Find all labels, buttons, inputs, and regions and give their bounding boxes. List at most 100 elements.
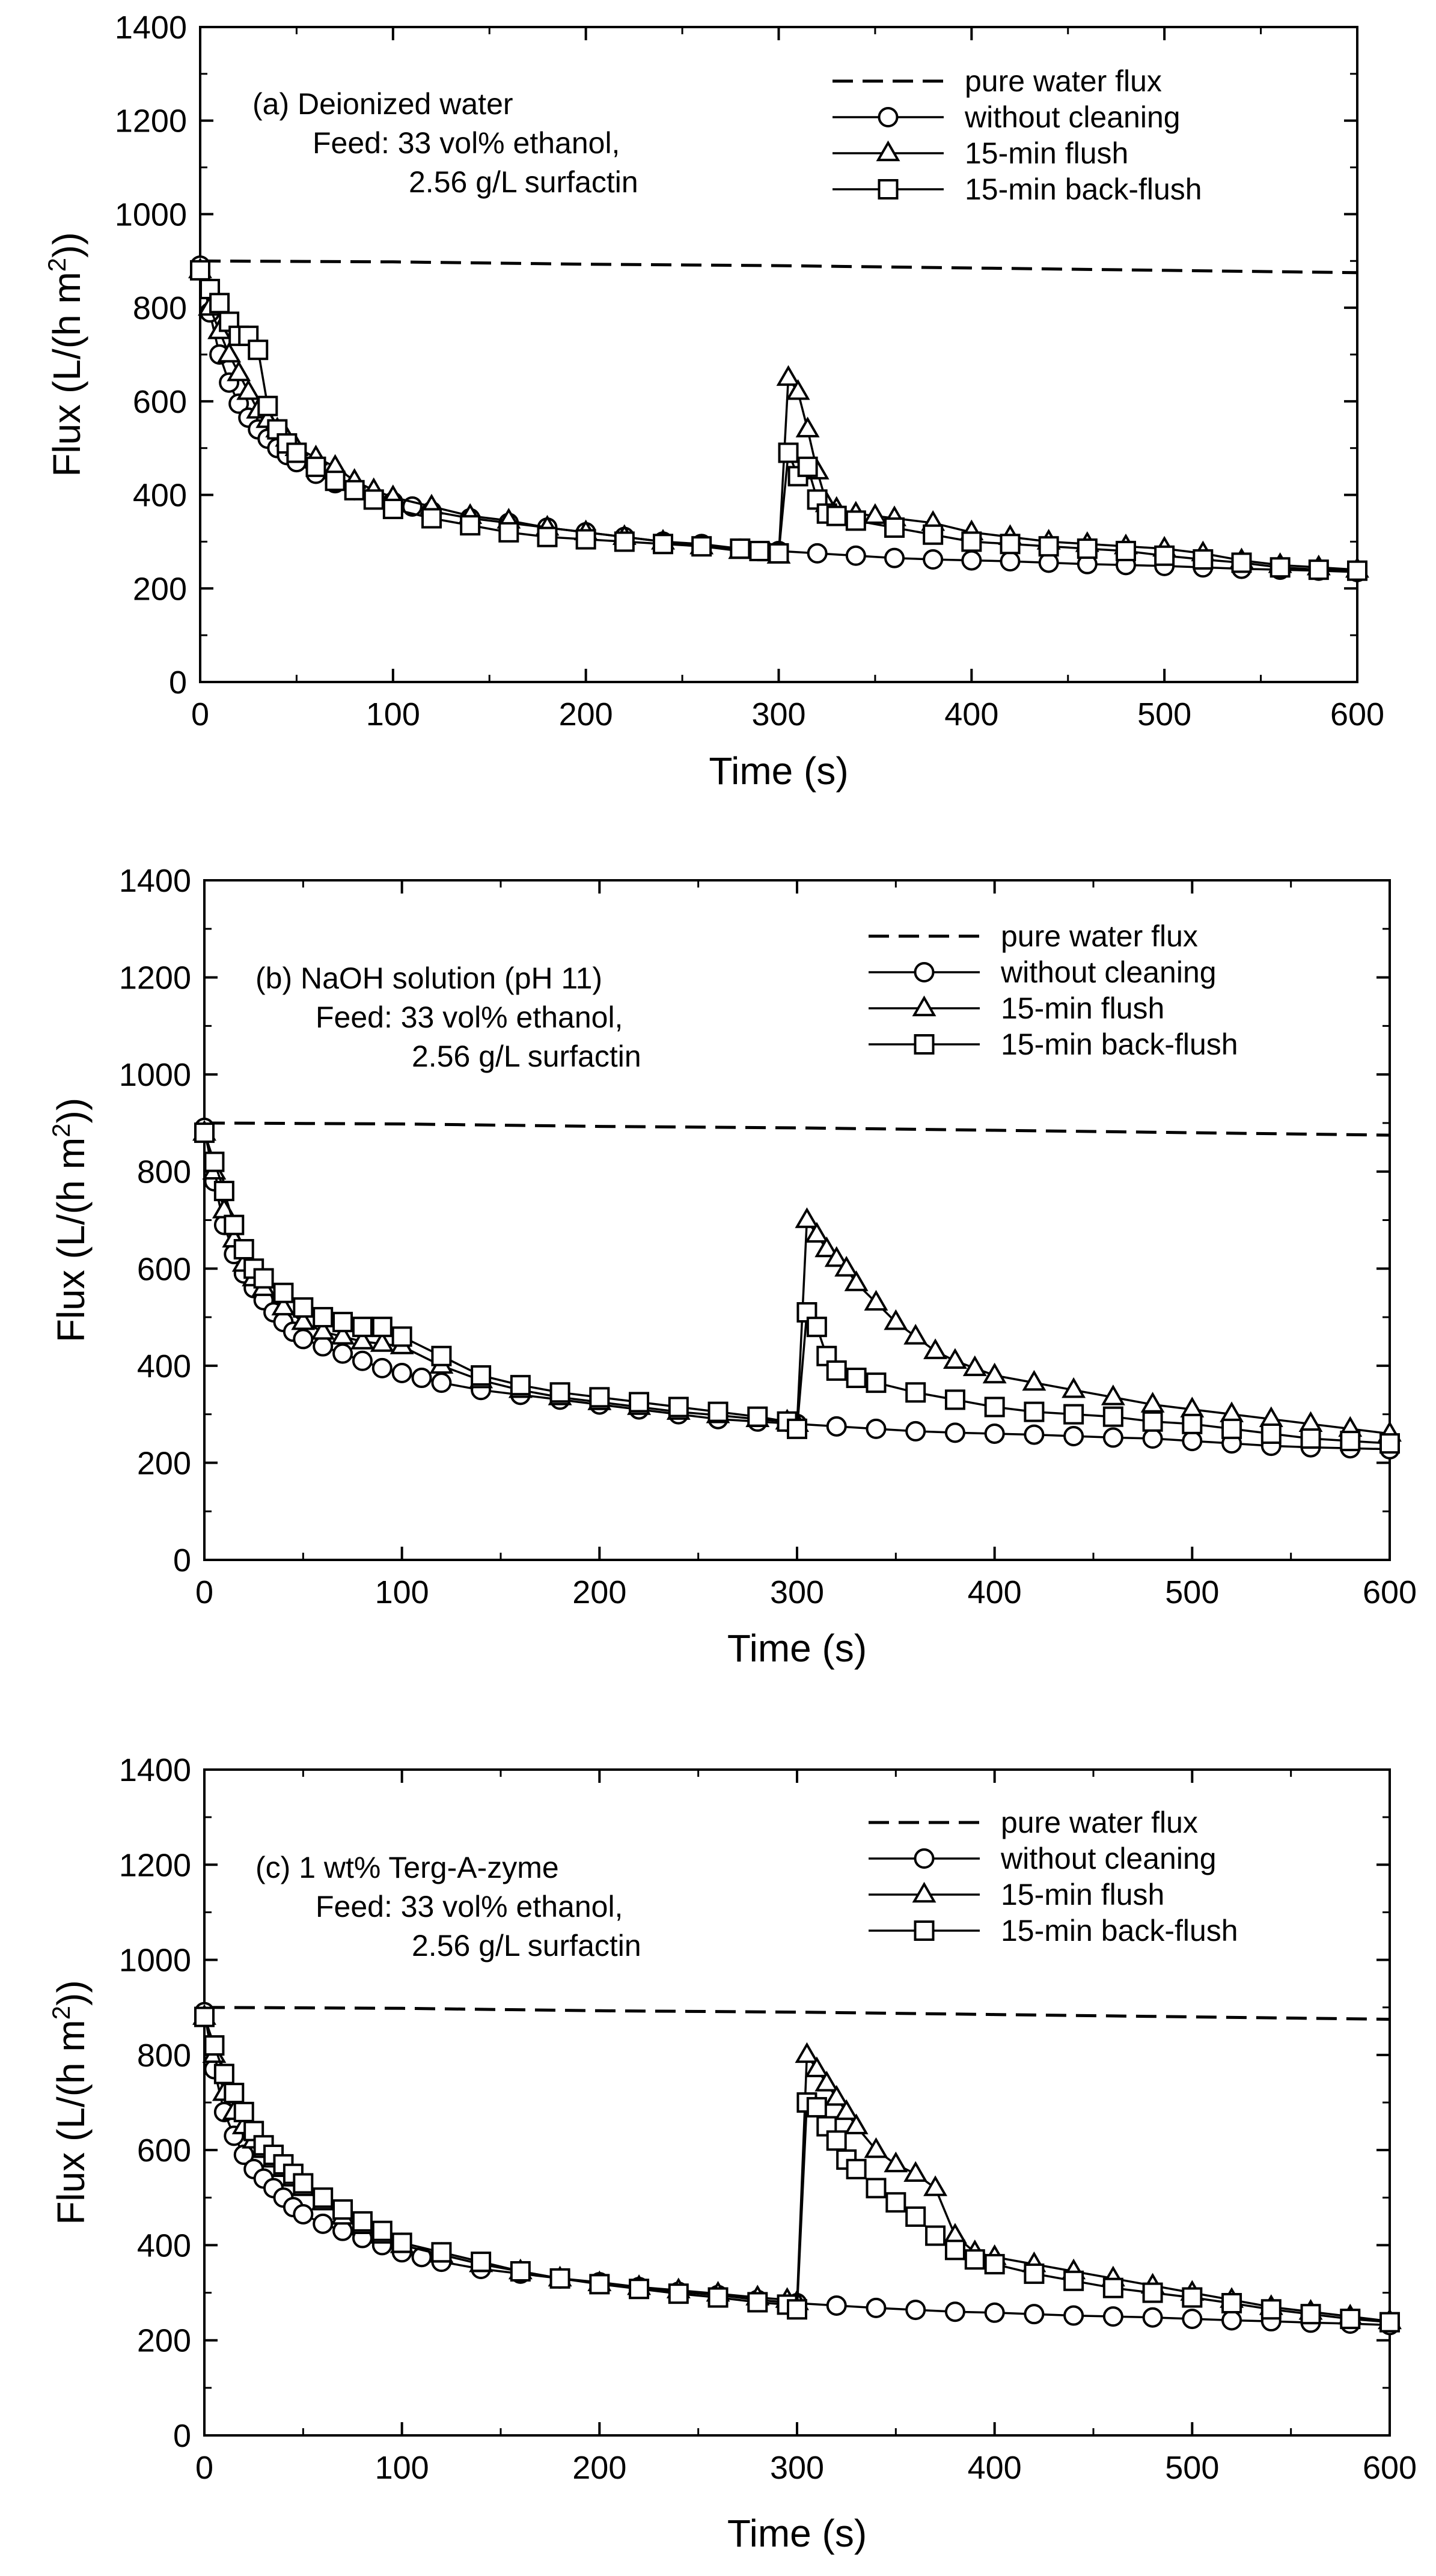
data-point-square-a	[884, 517, 905, 538]
data-point-triangle-b	[864, 1290, 888, 1311]
legend-marker-c-2	[912, 1881, 936, 1903]
legend-label-b-3: 15-min back-flush	[1001, 1028, 1238, 1061]
x-tick-label-b: 300	[770, 1574, 824, 1610]
data-point-square-c	[1024, 2263, 1045, 2284]
data-point-circle-b	[431, 1372, 452, 1393]
data-point-triangle-b	[1022, 1369, 1046, 1391]
legend-label-b-2: 15-min flush	[1001, 991, 1164, 1025]
data-point-square-a	[344, 480, 365, 501]
data-point-triangle-a	[863, 503, 887, 524]
x-axis-title-c: Time (s)	[727, 2512, 867, 2555]
data-point-circle-b	[352, 1350, 373, 1371]
data-point-square-b	[747, 1406, 768, 1427]
data-point-triangle-b	[804, 1222, 829, 1243]
data-point-circle-a	[807, 543, 828, 564]
x-tick-label-a: 0	[191, 696, 209, 732]
series-a-0	[200, 259, 1358, 275]
data-point-square-c	[984, 2254, 1005, 2275]
data-point-square-c	[885, 2192, 906, 2213]
series-line-b-2	[203, 1132, 1390, 1435]
y-tick-label-a: 400	[133, 478, 187, 514]
panel-c: 0 100 200 300 400 500 600 0 200 400 600 800 1000 1200…	[47, 1752, 1417, 2555]
data-point-square-b	[846, 1368, 867, 1389]
data-point-triangle-c	[795, 2042, 819, 2063]
y-tick-label-b: 400	[137, 1348, 191, 1384]
series-a-3	[190, 260, 1367, 581]
x-tick-label-a: 400	[944, 696, 998, 732]
data-point-square-a	[1077, 538, 1098, 559]
x-tick-label-a: 100	[366, 696, 420, 732]
series-b-2	[192, 1119, 1402, 1442]
legend-marker-a-1	[878, 107, 899, 127]
x-axis-title-a: Time (s)	[709, 749, 848, 793]
data-point-circle-a	[884, 547, 905, 568]
x-tick-label-c: 0	[195, 2450, 213, 2486]
x-tick-label-a: 300	[751, 696, 805, 732]
data-point-square-c	[471, 2252, 492, 2273]
legend-label-a-0: pure water flux	[965, 64, 1162, 98]
data-point-triangle-b	[331, 1324, 355, 1345]
y-tick-label-b: 200	[137, 1445, 191, 1481]
series-line-c-0	[204, 2006, 1390, 2021]
annotation-c-2: 2.56 g/L surfactin	[412, 1929, 641, 1962]
data-point-circle-b	[1142, 1428, 1163, 1449]
data-point-square-c	[293, 2173, 314, 2194]
series-line-a-1	[199, 265, 1358, 573]
data-point-triangle-b	[1062, 1377, 1086, 1398]
data-point-triangle-c	[923, 2175, 948, 2196]
data-point-triangle-b	[1101, 1384, 1125, 1405]
data-point-triangle-b	[834, 1256, 859, 1277]
data-point-square-c	[204, 2035, 225, 2056]
data-point-square-b	[233, 1238, 254, 1259]
data-point-square-c	[332, 2199, 353, 2220]
data-point-triangle-b	[903, 1324, 928, 1345]
data-point-triangle-a	[217, 341, 242, 363]
series-a-2	[188, 257, 1369, 578]
data-point-circle-a	[1000, 551, 1021, 572]
y-axis-title-main-c: Flux (L/(h m	[49, 2020, 93, 2224]
data-point-square-b	[787, 1418, 807, 1439]
data-point-circle-b	[826, 1416, 847, 1437]
data-point-square-c	[707, 2287, 729, 2308]
data-point-square-a	[460, 515, 481, 536]
y-tick-label-c: 1000	[119, 1943, 191, 1979]
data-point-square-b	[806, 1317, 827, 1338]
data-point-square-b	[431, 1345, 452, 1366]
data-point-square-b	[352, 1317, 373, 1338]
y-axis-title-sup-a: 2	[43, 258, 71, 272]
data-point-square-c	[866, 2178, 887, 2199]
legend-label-b-0: pure water flux	[1001, 919, 1198, 953]
data-point-square-c	[233, 2101, 254, 2122]
data-point-circle-c	[1182, 2309, 1203, 2330]
x-tick-label-c: 200	[572, 2450, 626, 2486]
y-tick-label-c: 200	[137, 2323, 191, 2359]
legend-label-a-3: 15-min back-flush	[965, 172, 1202, 206]
data-point-square-c	[1182, 2287, 1203, 2308]
data-point-square-a	[248, 340, 269, 361]
y-tick-label-a: 1400	[115, 10, 187, 46]
x-tick-label-a: 500	[1137, 696, 1191, 732]
x-axis-title-b: Time (s)	[727, 1627, 867, 1670]
panel-a: 0 100 200 300 400 500 600 0 200 400 600 800 1000 1200…	[43, 10, 1384, 793]
data-point-triangle-b	[982, 1362, 1007, 1384]
data-point-triangle-b	[291, 1309, 316, 1330]
annotation-a-0: (a) Deionized water	[252, 87, 513, 121]
data-point-square-a	[653, 534, 673, 555]
series-line-a-0	[200, 259, 1358, 275]
annotation-b-2: 2.56 g/L surfactin	[412, 1040, 641, 1073]
data-point-square-c	[925, 2225, 946, 2246]
data-point-triangle-c	[824, 2084, 849, 2106]
data-point-square-a	[1116, 541, 1136, 561]
annotation-c-0: (c) 1 wt% Terg-A-zyme	[255, 1851, 559, 1884]
data-point-square-c	[194, 2006, 215, 2027]
plot-frame-a	[199, 26, 1358, 683]
data-point-square-b	[204, 1151, 225, 1172]
data-point-square-b	[1102, 1406, 1123, 1427]
data-point-circle-a	[845, 545, 866, 566]
data-point-square-c	[371, 2220, 393, 2241]
data-point-circle-b	[391, 1362, 412, 1383]
data-point-square-a	[778, 442, 799, 463]
data-point-square-a	[1038, 536, 1059, 557]
